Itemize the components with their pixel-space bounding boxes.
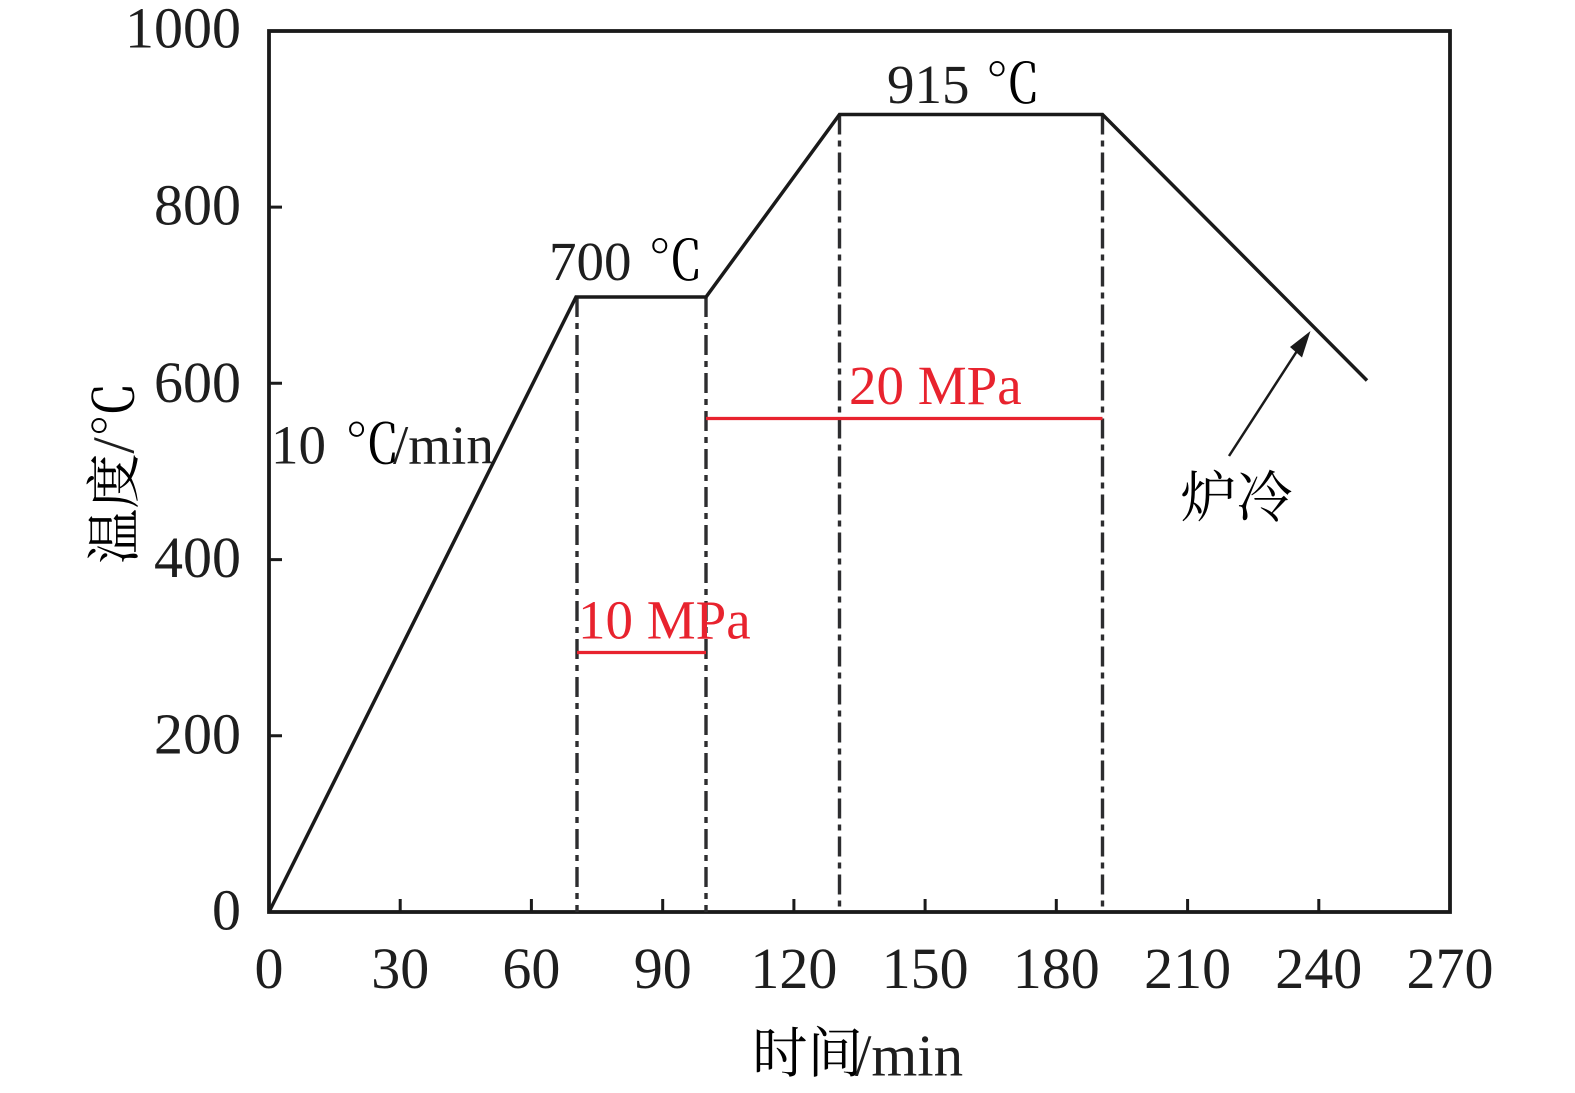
svg-text:915: 915: [887, 54, 970, 115]
svg-text:60: 60: [502, 936, 560, 1001]
svg-text:180: 180: [1013, 936, 1100, 1001]
svg-text:/: /: [81, 437, 147, 454]
svg-text:30: 30: [371, 936, 429, 1001]
svg-text:800: 800: [154, 173, 241, 238]
svg-text:240: 240: [1275, 936, 1362, 1001]
svg-text:0: 0: [212, 878, 241, 943]
svg-text:200: 200: [154, 701, 241, 766]
svg-text:10 MPa: 10 MPa: [578, 590, 751, 651]
svg-text:/min: /min: [393, 415, 494, 476]
svg-text:/min: /min: [855, 1023, 963, 1089]
svg-text:20 MPa: 20 MPa: [849, 355, 1022, 416]
svg-text:1000: 1000: [125, 0, 241, 61]
svg-text:600: 600: [154, 350, 241, 415]
svg-text:400: 400: [154, 525, 241, 590]
svg-text:10: 10: [271, 415, 326, 476]
svg-text:210: 210: [1144, 936, 1231, 1001]
svg-text:700: 700: [549, 231, 632, 292]
svg-text:0: 0: [255, 936, 284, 1001]
svg-text:150: 150: [882, 936, 969, 1001]
svg-text:120: 120: [750, 936, 837, 1001]
svg-text:90: 90: [634, 936, 692, 1001]
svg-text:270: 270: [1407, 936, 1494, 1001]
